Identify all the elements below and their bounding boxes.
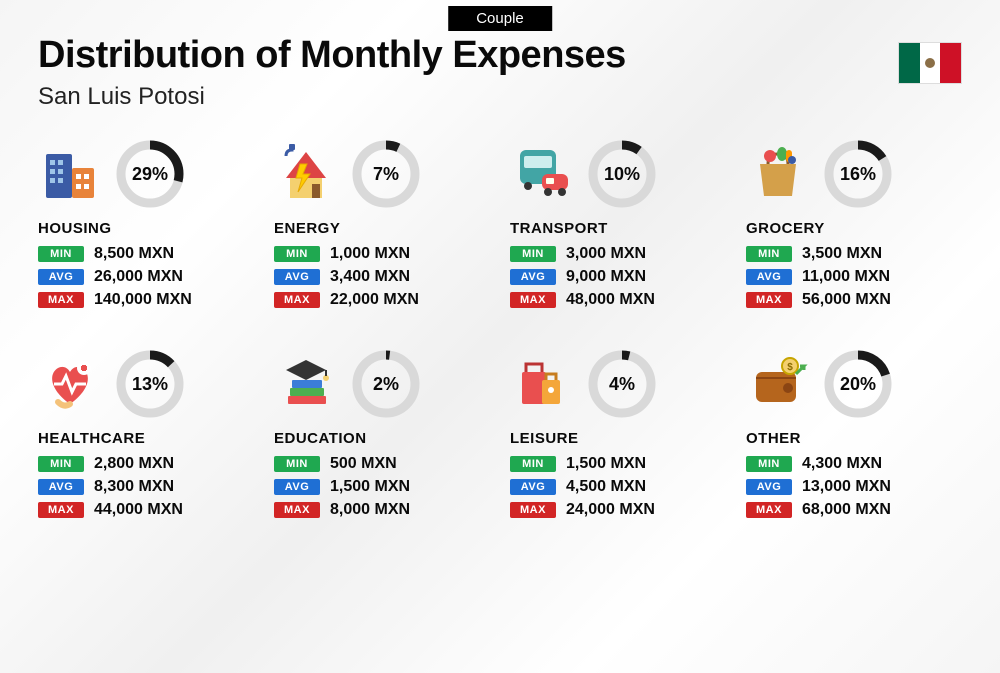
min-value: 500 MXN bbox=[330, 455, 397, 473]
category-card-housing: 29% HOUSING MIN 8,500 MXN AVG 26,000 MXN… bbox=[38, 140, 254, 314]
min-tag: MIN bbox=[746, 246, 792, 262]
other-icon: $ bbox=[746, 352, 810, 416]
category-card-education: 2% EDUCATION MIN 500 MXN AVG 1,500 MXN M… bbox=[274, 350, 490, 524]
categories-grid: 29% HOUSING MIN 8,500 MXN AVG 26,000 MXN… bbox=[38, 140, 962, 524]
max-tag: MAX bbox=[274, 292, 320, 308]
max-value: 24,000 MXN bbox=[566, 501, 655, 519]
percent-donut: 16% bbox=[824, 140, 892, 208]
max-value: 56,000 MXN bbox=[802, 291, 891, 309]
max-tag: MAX bbox=[510, 292, 556, 308]
avg-tag: AVG bbox=[38, 269, 84, 285]
min-value: 4,300 MXN bbox=[802, 455, 882, 473]
max-value: 22,000 MXN bbox=[330, 291, 419, 309]
percent-label: 7% bbox=[352, 140, 420, 208]
category-name: TRANSPORT bbox=[510, 220, 726, 237]
avg-value: 3,400 MXN bbox=[330, 268, 410, 286]
category-card-energy: 7% ENERGY MIN 1,000 MXN AVG 3,400 MXN MA… bbox=[274, 140, 490, 314]
page-subtitle: San Luis Potosi bbox=[38, 83, 626, 111]
avg-value: 1,500 MXN bbox=[330, 478, 410, 496]
min-value: 3,000 MXN bbox=[566, 245, 646, 263]
percent-label: 2% bbox=[352, 350, 420, 418]
min-tag: MIN bbox=[746, 456, 792, 472]
min-value: 2,800 MXN bbox=[94, 455, 174, 473]
housing-icon bbox=[38, 142, 102, 206]
percent-donut: 10% bbox=[588, 140, 656, 208]
energy-icon bbox=[274, 142, 338, 206]
min-tag: MIN bbox=[274, 246, 320, 262]
percent-label: 4% bbox=[588, 350, 656, 418]
max-tag: MAX bbox=[510, 502, 556, 518]
min-tag: MIN bbox=[38, 246, 84, 262]
avg-tag: AVG bbox=[510, 479, 556, 495]
category-name: GROCERY bbox=[746, 220, 962, 237]
min-tag: MIN bbox=[510, 246, 556, 262]
category-name: EDUCATION bbox=[274, 430, 490, 447]
category-name: OTHER bbox=[746, 430, 962, 447]
category-card-leisure: 4% LEISURE MIN 1,500 MXN AVG 4,500 MXN M… bbox=[510, 350, 726, 524]
percent-label: 10% bbox=[588, 140, 656, 208]
avg-value: 13,000 MXN bbox=[802, 478, 891, 496]
mexico-flag-icon bbox=[898, 42, 962, 84]
leisure-icon bbox=[510, 352, 574, 416]
min-tag: MIN bbox=[38, 456, 84, 472]
percent-donut: 20% bbox=[824, 350, 892, 418]
max-value: 44,000 MXN bbox=[94, 501, 183, 519]
avg-value: 9,000 MXN bbox=[566, 268, 646, 286]
max-tag: MAX bbox=[38, 502, 84, 518]
max-tag: MAX bbox=[746, 292, 792, 308]
min-value: 1,000 MXN bbox=[330, 245, 410, 263]
healthcare-icon bbox=[38, 352, 102, 416]
avg-value: 11,000 MXN bbox=[802, 268, 890, 286]
percent-label: 16% bbox=[824, 140, 892, 208]
category-card-other: $ 20% OTHER MIN 4,300 MXN AVG 13,000 MXN… bbox=[746, 350, 962, 524]
svg-text:$: $ bbox=[787, 362, 793, 373]
profile-badge: Couple bbox=[448, 6, 552, 31]
min-value: 1,500 MXN bbox=[566, 455, 646, 473]
avg-tag: AVG bbox=[746, 269, 792, 285]
percent-label: 20% bbox=[824, 350, 892, 418]
max-value: 8,000 MXN bbox=[330, 501, 410, 519]
education-icon bbox=[274, 352, 338, 416]
avg-tag: AVG bbox=[510, 269, 556, 285]
category-name: LEISURE bbox=[510, 430, 726, 447]
max-tag: MAX bbox=[746, 502, 792, 518]
category-name: ENERGY bbox=[274, 220, 490, 237]
percent-donut: 2% bbox=[352, 350, 420, 418]
transport-icon bbox=[510, 142, 574, 206]
avg-value: 4,500 MXN bbox=[566, 478, 646, 496]
avg-value: 8,300 MXN bbox=[94, 478, 174, 496]
max-tag: MAX bbox=[274, 502, 320, 518]
min-value: 8,500 MXN bbox=[94, 245, 174, 263]
avg-value: 26,000 MXN bbox=[94, 268, 183, 286]
percent-label: 29% bbox=[116, 140, 184, 208]
max-tag: MAX bbox=[38, 292, 84, 308]
percent-donut: 4% bbox=[588, 350, 656, 418]
header: Distribution of Monthly Expenses San Lui… bbox=[38, 34, 626, 111]
category-card-transport: 10% TRANSPORT MIN 3,000 MXN AVG 9,000 MX… bbox=[510, 140, 726, 314]
percent-label: 13% bbox=[116, 350, 184, 418]
category-name: HOUSING bbox=[38, 220, 254, 237]
max-value: 68,000 MXN bbox=[802, 501, 891, 519]
min-value: 3,500 MXN bbox=[802, 245, 882, 263]
percent-donut: 13% bbox=[116, 350, 184, 418]
avg-tag: AVG bbox=[274, 479, 320, 495]
max-value: 48,000 MXN bbox=[566, 291, 655, 309]
avg-tag: AVG bbox=[746, 479, 792, 495]
percent-donut: 7% bbox=[352, 140, 420, 208]
min-tag: MIN bbox=[510, 456, 556, 472]
grocery-icon bbox=[746, 142, 810, 206]
max-value: 140,000 MXN bbox=[94, 291, 192, 309]
avg-tag: AVG bbox=[274, 269, 320, 285]
avg-tag: AVG bbox=[38, 479, 84, 495]
category-card-grocery: 16% GROCERY MIN 3,500 MXN AVG 11,000 MXN… bbox=[746, 140, 962, 314]
min-tag: MIN bbox=[274, 456, 320, 472]
category-card-healthcare: 13% HEALTHCARE MIN 2,800 MXN AVG 8,300 M… bbox=[38, 350, 254, 524]
percent-donut: 29% bbox=[116, 140, 184, 208]
category-name: HEALTHCARE bbox=[38, 430, 254, 447]
page-title: Distribution of Monthly Expenses bbox=[38, 34, 626, 77]
